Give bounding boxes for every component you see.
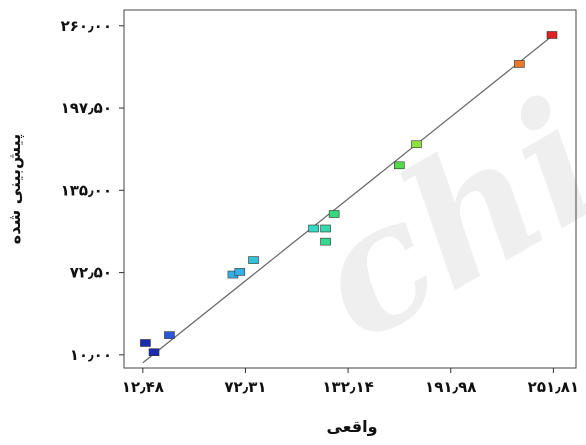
data-point-7: [308, 224, 319, 233]
x-tick-label-4: ۱۹۱٫۹۸: [425, 378, 476, 396]
x-tick-label-5: ۲۵۱٫۸۱: [528, 378, 579, 396]
data-point-11: [394, 161, 405, 170]
data-point-14: [546, 31, 558, 39]
data-point-9: [320, 237, 331, 246]
data-point-3: [164, 331, 175, 339]
plot-area-frame: [123, 9, 577, 369]
data-point-10: [328, 210, 340, 218]
data-point-8: [320, 224, 331, 233]
y-tick-label-2: ۷۲٫۵۰: [70, 264, 112, 282]
x-tick-label-2: ۷۲٫۳۱: [224, 378, 266, 396]
x-tick-label-3: ۱۳۲٫۱۴: [322, 378, 373, 396]
data-point-1: [140, 339, 151, 347]
data-point-6: [248, 256, 259, 264]
data-point-12: [411, 140, 422, 149]
y-tick-label-4: ۱۹۷٫۵۰: [61, 99, 112, 117]
x-axis-label: واقعی: [326, 417, 377, 436]
data-point-5: [234, 268, 246, 276]
data-point-13: [514, 60, 525, 68]
y-tick-label-3: ۱۳۵٫۰۰: [61, 181, 112, 199]
fit-line: [142, 34, 554, 364]
y-tick-label-5: ۲۶۰٫۰۰: [61, 17, 112, 35]
y-axis-label: پیش‌بینی شده: [5, 134, 25, 244]
y-tick-label-1: ۱۰٫۰۰: [70, 346, 112, 364]
watermark-text: chi: [281, 61, 586, 380]
x-tick-label-1: ۱۲٫۴۸: [122, 378, 164, 396]
data-point-2: [148, 348, 160, 357]
